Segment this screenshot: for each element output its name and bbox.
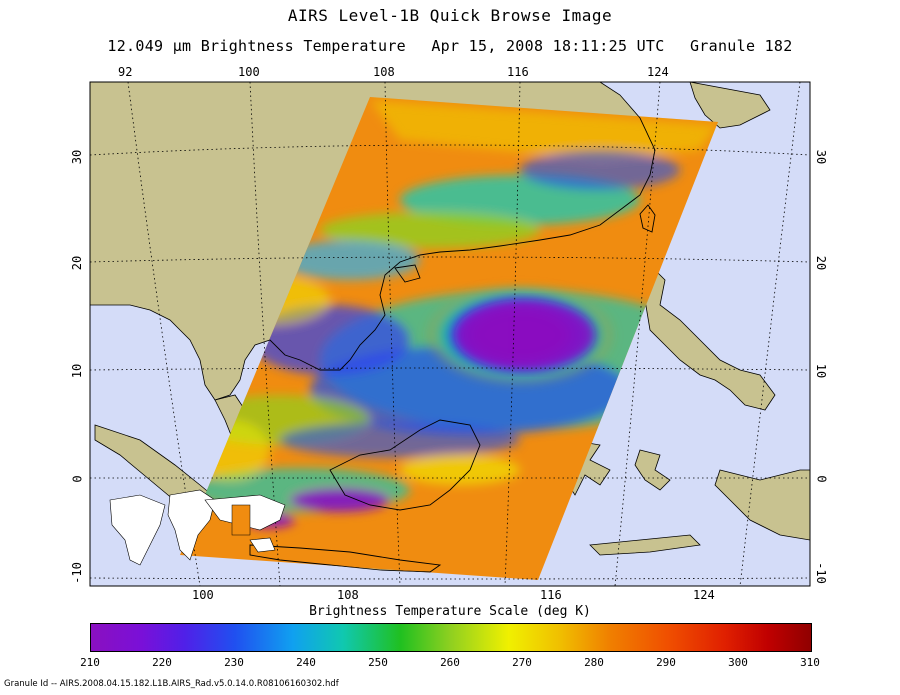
colorbar-tick-310: 310 (800, 656, 820, 669)
image-title: AIRS Level-1B Quick Browse Image (287, 6, 613, 25)
granule-id: Granule Id -- AIRS.2008.04.15.182.L1B.AI… (4, 679, 339, 689)
right-lat-tick-neg10: -10 (813, 562, 828, 584)
colorbar-tick-220: 220 (152, 656, 172, 669)
channel-label: 12.049 μm Brightness Temperature (107, 37, 406, 55)
philippines (644, 264, 776, 411)
datetime-label: Apr 15, 2008 18:11:25 UTC (431, 37, 665, 55)
colorbar-tick-280: 280 (584, 656, 604, 669)
colorbar-tick-230: 230 (224, 656, 244, 669)
left-lat-tick-0: 0 (70, 475, 85, 483)
bottom-lon-tick-116: 116 (540, 588, 562, 602)
colorbar-tick-260: 260 (440, 656, 460, 669)
bottom-lon-tick-124: 124 (693, 588, 715, 602)
map-figure (89, 81, 811, 587)
graticule (90, 82, 810, 586)
top-lon-tick-124: 124 (647, 65, 669, 79)
korea-japan (689, 82, 771, 129)
colorbar-title: Brightness Temperature Scale (deg K) (309, 604, 591, 619)
right-lat-tick-20: 20 (814, 255, 829, 271)
lesser-sunda-islands (589, 534, 701, 556)
new-guinea (714, 469, 810, 541)
image-subtitle: 12.049 μm Brightness Temperature Apr 15,… (0, 37, 900, 55)
bottom-lon-tick-108: 108 (337, 588, 359, 602)
map-frame (89, 81, 811, 587)
top-lon-tick-100: 100 (238, 65, 260, 79)
colorbar-tick-240: 240 (296, 656, 316, 669)
colorbar-tick-270: 270 (512, 656, 532, 669)
top-lon-tick-92: 92 (118, 65, 133, 79)
left-lat-tick-10: 10 (70, 363, 85, 379)
right-lat-tick-10: 10 (814, 363, 829, 379)
colorbar-tick-290: 290 (656, 656, 676, 669)
left-lat-tick-20: 20 (70, 255, 85, 271)
right-lat-tick-0: 0 (814, 475, 829, 483)
moluccas (634, 449, 671, 491)
inset-world-map (109, 489, 286, 566)
top-lon-tick-116: 116 (507, 65, 529, 79)
colorbar-tick-300: 300 (728, 656, 748, 669)
left-lat-tick-neg10: -10 (69, 562, 84, 584)
colorbar-tick-250: 250 (368, 656, 388, 669)
top-lon-tick-108: 108 (373, 65, 395, 79)
colorbar-tick-210: 210 (80, 656, 100, 669)
bottom-lon-tick-100: 100 (192, 588, 214, 602)
left-lat-tick-30: 30 (70, 149, 85, 165)
colorbar (90, 623, 812, 652)
right-lat-tick-30: 30 (814, 149, 829, 165)
granule-label: Granule 182 (689, 37, 793, 55)
